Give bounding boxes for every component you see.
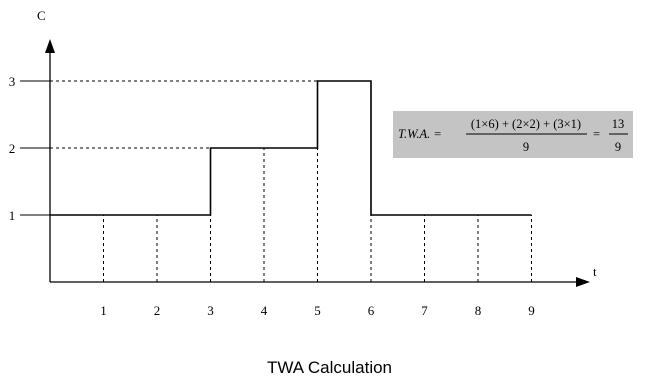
- twa-chart: C t 1 2 3 4 5 6 7 8 9 1 2 3 T.W.A. = (1×6) + (2×2) …: [9, 8, 633, 318]
- y-axis-label: C: [37, 8, 46, 23]
- formula-equals: =: [593, 127, 600, 141]
- x-tick-label-4: 4: [261, 303, 268, 318]
- x-tick-label-3: 3: [207, 303, 214, 318]
- y-tick-label-2: 2: [9, 141, 16, 156]
- x-tick-label-7: 7: [421, 303, 428, 318]
- x-axis-label: t: [593, 264, 597, 279]
- twa-formula-box: T.W.A. = (1×6) + (2×2) + (3×1) 9 = 13 9: [393, 111, 633, 158]
- y-tick-label-1: 1: [9, 208, 16, 223]
- x-tick-label-1: 1: [100, 303, 107, 318]
- y-tick-label-3: 3: [9, 74, 16, 89]
- formula-lhs: T.W.A. =: [398, 127, 442, 141]
- formula-denominator: 9: [523, 140, 529, 154]
- axes: C t: [37, 8, 597, 287]
- tick-labels: 1 2 3 4 5 6 7 8 9 1 2 3: [9, 74, 535, 318]
- formula-numerator: (1×6) + (2×2) + (3×1): [471, 117, 581, 131]
- step-series-line: [50, 80, 532, 216]
- formula-result-numerator: 13: [612, 117, 625, 131]
- x-tick-label-9: 9: [528, 303, 535, 318]
- formula-result-denominator: 9: [615, 140, 621, 154]
- y-axis-arrow: [45, 39, 55, 53]
- figure-caption: TWA Calculation: [266, 358, 393, 377]
- x-axis-arrow: [576, 277, 590, 287]
- x-tick-label-2: 2: [154, 303, 161, 318]
- series: [50, 80, 532, 216]
- formula-background: [393, 111, 633, 158]
- x-tick-label-8: 8: [475, 303, 482, 318]
- x-tick-label-5: 5: [314, 303, 321, 318]
- x-tick-label-6: 6: [368, 303, 375, 318]
